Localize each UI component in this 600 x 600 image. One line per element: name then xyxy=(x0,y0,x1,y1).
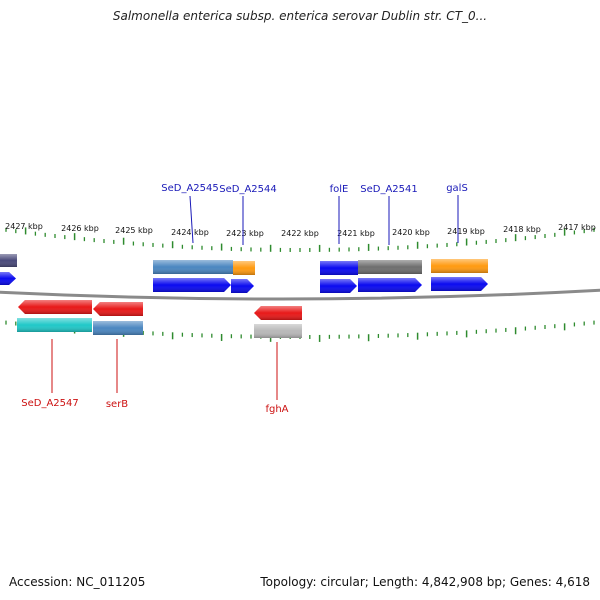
gene-block-shade xyxy=(254,324,302,338)
cds-arrow-shade xyxy=(254,306,302,320)
tick-label: 2417 kbp xyxy=(558,223,596,232)
gene-block-shade xyxy=(17,318,92,332)
gene-block-shade xyxy=(431,259,488,273)
gene-block-shade xyxy=(153,260,233,274)
tick-label: 2427 kbp xyxy=(5,222,43,231)
cds-arrow-shade xyxy=(93,302,143,316)
topology-text: Topology: circular; Length: 4,842,908 bp… xyxy=(260,575,590,589)
gene-block-shade xyxy=(0,254,17,267)
cds-arrow-shade xyxy=(358,278,422,292)
genome-backbone xyxy=(0,288,600,301)
gene-block-shade xyxy=(93,321,143,335)
gene-label-forward: galS xyxy=(446,183,468,194)
tick-label: 2420 kbp xyxy=(392,228,430,237)
accession-text: Accession: NC_011205 xyxy=(9,575,146,589)
tick-label: 2422 kbp xyxy=(281,229,319,238)
feature-track xyxy=(0,254,488,338)
label-leaders xyxy=(51,195,459,400)
cds-arrow-shade xyxy=(431,277,488,291)
gene-label-forward: SeD_A2545 xyxy=(161,183,219,194)
cds-arrow-shade xyxy=(153,278,231,292)
cds-arrow-shade xyxy=(320,279,357,293)
map-title: Salmonella enterica subsp. enterica sero… xyxy=(112,9,488,23)
gene-block-shade xyxy=(233,261,255,275)
tick-label: 2426 kbp xyxy=(61,224,99,233)
gene-label-forward: SeD_A2541 xyxy=(360,184,418,195)
gene-block-shade xyxy=(320,261,358,275)
gene-label-reverse: fghA xyxy=(265,404,288,415)
scale-ticks-top xyxy=(5,227,595,252)
tick-label: 2425 kbp xyxy=(115,226,153,235)
leader-line xyxy=(189,195,194,244)
tick-label: 2421 kbp xyxy=(337,229,375,238)
tick-label: 2423 kbp xyxy=(226,229,264,238)
scale-tick-labels: 2427 kbp 2426 kbp 2425 kbp 2424 kbp 2423 kbp… xyxy=(5,222,596,238)
gene-label-reverse: serB xyxy=(106,399,128,410)
tick-label: 2424 kbp xyxy=(171,228,209,237)
gene-label-forward: folE xyxy=(330,184,349,195)
cds-arrow-shade xyxy=(231,279,254,293)
cds-arrow-shade xyxy=(18,300,92,314)
cds-arrow-shade xyxy=(0,272,16,285)
gene-label-reverse: SeD_A2547 xyxy=(21,398,79,409)
gene-block-shade xyxy=(358,260,422,274)
tick-label: 2418 kbp xyxy=(503,225,541,234)
gene-label-forward: SeD_A2544 xyxy=(219,184,277,195)
gene-labels: SeD_A2545 SeD_A2544 folE SeD_A2541 galS SeD_A… xyxy=(21,183,468,415)
tick-label: 2419 kbp xyxy=(447,227,485,236)
